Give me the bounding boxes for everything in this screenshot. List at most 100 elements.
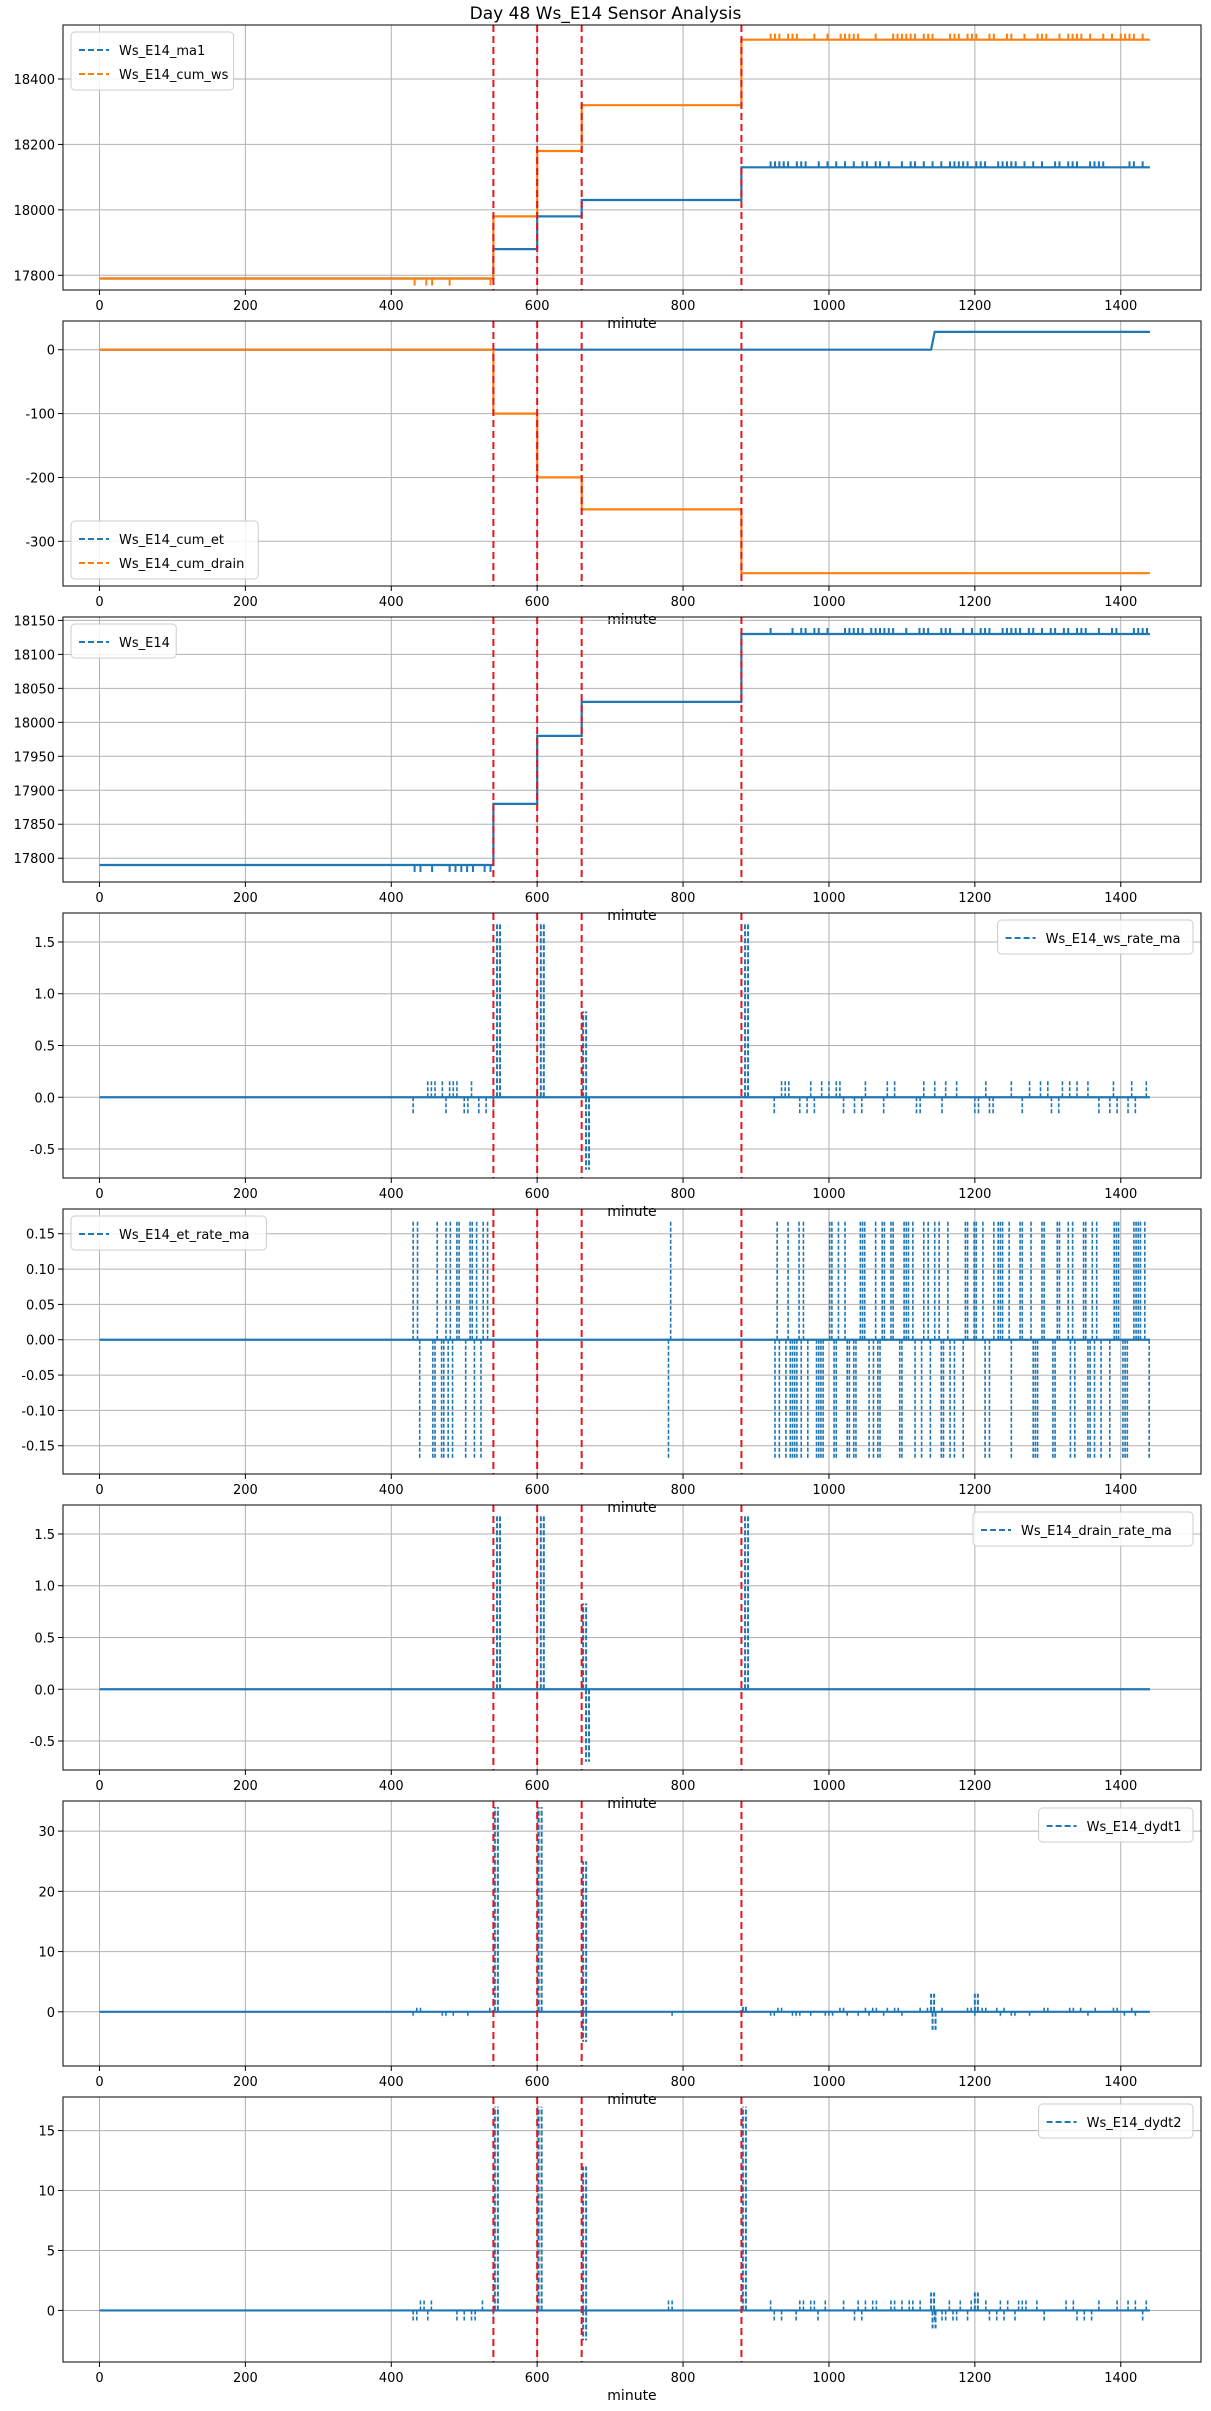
legend-label: Ws_E14_et_rate_ma	[119, 1228, 250, 1243]
y-tick-label: 0	[47, 344, 55, 359]
y-tick-label: 0.15	[26, 1228, 55, 1243]
x-tick-label: 800	[671, 891, 696, 906]
x-tick-label: 1400	[1104, 1483, 1137, 1498]
axes-frame	[62, 24, 1202, 291]
x-tick-label: 1000	[812, 891, 845, 906]
plot-area	[99, 924, 1150, 1170]
x-tick-label: 1400	[1104, 595, 1137, 610]
y-tick-label: 30	[38, 1825, 55, 1840]
x-tick-label: 800	[671, 299, 696, 314]
y-tick-label: 17900	[14, 784, 55, 799]
x-tick-label: 0	[95, 1483, 103, 1498]
chart-panel-5: 0 200 400 600 800 1000 1200 1400 -0.15 -0.10 -0.05…	[21, 1208, 1202, 1516]
x-tick-label: 1400	[1104, 2075, 1137, 2090]
plot-area	[99, 627, 1150, 873]
y-tick-label: -100	[25, 408, 55, 423]
y-tick-label: 10	[38, 2185, 55, 2200]
legend-label: Ws_E14_ma1	[119, 44, 205, 59]
y-tick-label: -0.15	[21, 1440, 55, 1455]
chart-panel-3: 0 200 400 600 800 1000 1200 1400 17800 17850 17900…	[14, 614, 1202, 924]
legend: Ws_E14_et_rate_ma	[70, 1215, 267, 1251]
y-tick-label: 0.10	[26, 1263, 55, 1278]
x-tick-label: 600	[525, 2371, 550, 2386]
legend-label: Ws_E14_cum_ws	[119, 68, 229, 83]
x-tick-label: 600	[525, 595, 550, 610]
axes-frame	[62, 1208, 1202, 1475]
y-tick-label: 0.5	[34, 1632, 55, 1647]
x-tick-label: 600	[525, 1483, 550, 1498]
legend: Ws_E14_dydt2	[1038, 2103, 1194, 2139]
x-tick-label: 400	[379, 891, 404, 906]
y-tick-label: 20	[38, 1885, 55, 1900]
x-tick-label: 1200	[958, 299, 991, 314]
x-tick-label: 400	[379, 595, 404, 610]
y-tick-label: 0	[47, 2006, 55, 2021]
x-tick-label: 200	[233, 1483, 258, 1498]
chart-panel-7: 0 200 400 600 800 1000 1200 1400 0 10 20 30 minute Ws…	[38, 1800, 1202, 2108]
x-tick-label: 1200	[958, 2075, 991, 2090]
legend: Ws_E14	[70, 623, 177, 659]
y-tick-label: -0.5	[30, 1143, 55, 1158]
x-tick-label: 1200	[958, 891, 991, 906]
x-tick-label: 400	[379, 2075, 404, 2090]
x-tick-label: 200	[233, 595, 258, 610]
x-tick-label: 0	[95, 595, 103, 610]
y-tick-label: 5	[47, 2244, 55, 2259]
chart-panel-4: 0 200 400 600 800 1000 1200 1400 -0.5 0.0 0.5 1.0 1.…	[30, 912, 1202, 1220]
legend-box	[70, 520, 259, 580]
legend-box	[972, 1511, 1194, 1547]
x-tick-label: 600	[525, 891, 550, 906]
x-tick-label: 1000	[812, 1187, 845, 1202]
y-tick-label: 15	[38, 2125, 55, 2140]
x-axis-label: minute	[607, 2388, 656, 2404]
x-tick-label: 800	[671, 1187, 696, 1202]
x-tick-label: 400	[379, 1483, 404, 1498]
x-tick-label: 0	[95, 2075, 103, 2090]
axes-frame	[62, 2096, 1202, 2363]
x-axis-label: minute	[607, 1796, 656, 1812]
y-tick-label: 0.0	[34, 1091, 55, 1106]
figure-title: Day 48 Ws_E14 Sensor Analysis	[469, 4, 742, 24]
y-tick-label: 18000	[14, 716, 55, 731]
legend: Ws_E14_cum_et Ws_E14_cum_drain	[70, 520, 259, 580]
x-tick-label: 1400	[1104, 1779, 1137, 1794]
x-tick-label: 1400	[1104, 299, 1137, 314]
x-tick-label: 1000	[812, 1483, 845, 1498]
y-tick-label: 17800	[14, 852, 55, 867]
legend: Ws_E14_ma1 Ws_E14_cum_ws	[70, 31, 235, 91]
x-tick-label: 400	[379, 2371, 404, 2386]
legend-label: Ws_E14	[119, 636, 170, 651]
x-tick-label: 1200	[958, 2371, 991, 2386]
x-tick-label: 1400	[1104, 1187, 1137, 1202]
x-tick-label: 600	[525, 1187, 550, 1202]
y-tick-label: 17950	[14, 750, 55, 765]
x-tick-label: 1000	[812, 299, 845, 314]
y-tick-label: 0.0	[34, 1683, 55, 1698]
x-tick-label: 600	[525, 1779, 550, 1794]
x-tick-label: 600	[525, 2075, 550, 2090]
y-tick-label: 18100	[14, 648, 55, 663]
y-tick-label: -300	[25, 535, 55, 550]
y-tick-label: 18400	[14, 73, 55, 88]
y-tick-label: -0.05	[21, 1369, 55, 1384]
x-tick-label: 1000	[812, 595, 845, 610]
y-tick-label: -0.5	[30, 1735, 55, 1750]
legend-box	[70, 623, 177, 659]
plot-area	[99, 1516, 1150, 1762]
legend-label: Ws_E14_cum_et	[119, 533, 224, 548]
x-tick-label: 200	[233, 2075, 258, 2090]
legend: Ws_E14_drain_rate_ma	[972, 1511, 1194, 1547]
x-axis-label: minute	[607, 1204, 656, 1220]
y-tick-label: 0.05	[26, 1298, 55, 1313]
x-tick-label: 0	[95, 1187, 103, 1202]
legend-label: Ws_E14_cum_drain	[119, 557, 244, 572]
y-tick-label: 18150	[14, 614, 55, 629]
x-tick-label: 1200	[958, 1779, 991, 1794]
series-line-Ws_E14_cum_ws	[99, 38, 1150, 280]
x-tick-label: 1200	[958, 1187, 991, 1202]
x-tick-label: 0	[95, 891, 103, 906]
legend: Ws_E14_dydt1	[1038, 1807, 1194, 1843]
legend-box	[70, 31, 235, 91]
legend-box	[70, 1215, 267, 1251]
